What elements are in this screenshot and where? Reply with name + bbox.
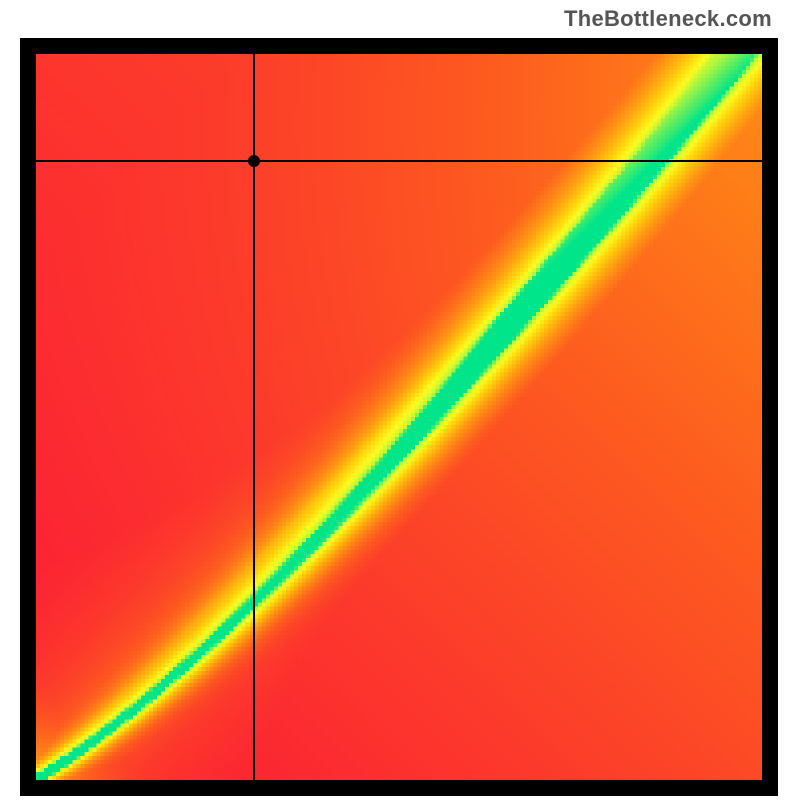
crosshair-horizontal [36, 160, 762, 162]
plot-inner [36, 54, 762, 780]
plot-frame [20, 38, 778, 796]
crosshair-point [248, 155, 260, 167]
heatmap-canvas [36, 54, 762, 780]
page: TheBottleneck.com [0, 0, 800, 800]
attribution-text: TheBottleneck.com [564, 6, 772, 32]
